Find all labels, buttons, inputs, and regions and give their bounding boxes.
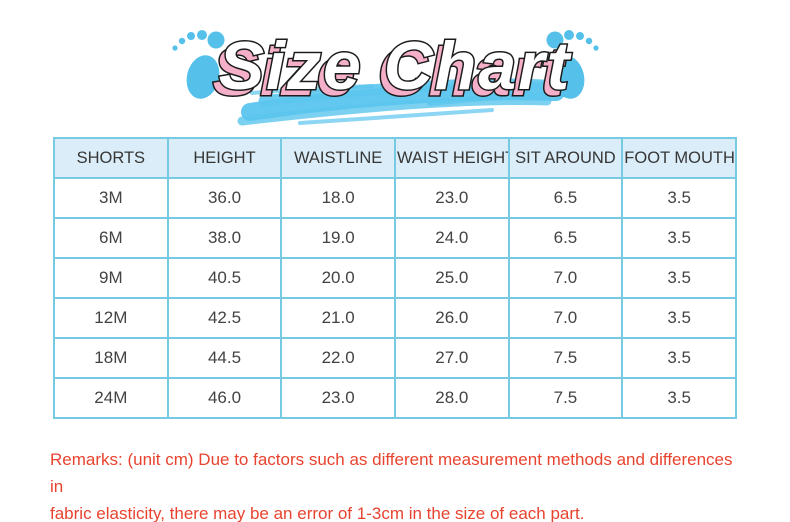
table-cell: 18.0 bbox=[280, 177, 396, 219]
table-cell: 26.0 bbox=[393, 297, 510, 339]
column-header-sit-around: SIT AROUND bbox=[507, 137, 624, 179]
table-cell: 3.5 bbox=[621, 257, 737, 299]
table-cell: 27.0 bbox=[393, 337, 510, 379]
table-cell: 24.0 bbox=[393, 217, 510, 259]
remarks-note: Remarks: (unit cm) Due to factors such a… bbox=[50, 446, 750, 522]
table-cell: 3.5 bbox=[621, 217, 737, 259]
footprint-right-icon bbox=[546, 30, 599, 99]
table-row-9m: 9M 40.5 20.0 25.0 7.0 3.5 bbox=[53, 257, 737, 299]
table-row-18m: 18M 44.5 22.0 27.0 7.5 3.5 bbox=[53, 337, 737, 379]
table-cell: 23.0 bbox=[393, 177, 510, 219]
remarks-line-2: fabric elasticity, there may be an error… bbox=[50, 504, 585, 522]
size-label: 6M bbox=[53, 217, 169, 259]
table-row-12m: 12M 42.5 21.0 26.0 7.0 3.5 bbox=[53, 297, 737, 339]
table-cell: 20.0 bbox=[280, 257, 396, 299]
table-cell: 3.5 bbox=[621, 297, 737, 339]
table-cell: 7.0 bbox=[507, 257, 624, 299]
column-header-foot-mouth: FOOT MOUTH bbox=[621, 137, 737, 179]
size-label: 3M bbox=[53, 177, 169, 219]
table-cell: 22.0 bbox=[280, 337, 396, 379]
table-cell: 40.5 bbox=[166, 257, 283, 299]
table-cell: 7.5 bbox=[507, 337, 624, 379]
table-cell: 3.5 bbox=[621, 177, 737, 219]
remarks-line-1: Remarks: (unit cm) Due to factors such a… bbox=[50, 450, 733, 496]
table-cell: 21.0 bbox=[280, 297, 396, 339]
table-cell: 3.5 bbox=[621, 337, 737, 379]
table-cell: 7.5 bbox=[507, 377, 624, 419]
table-cell: 25.0 bbox=[393, 257, 510, 299]
table-cell: 6.5 bbox=[507, 217, 624, 259]
size-label: 9M bbox=[53, 257, 169, 299]
brush-stroke-graphic bbox=[237, 78, 569, 126]
column-header-waistline: WAISTLINE bbox=[280, 137, 396, 179]
table-cell: 28.0 bbox=[393, 377, 510, 419]
column-header-height: HEIGHT bbox=[166, 137, 283, 179]
size-table-header-row: SHORTS HEIGHT WAISTLINE WAIST HEIGHT SIT… bbox=[53, 137, 737, 179]
size-label: 24M bbox=[53, 377, 169, 419]
size-label: 12M bbox=[53, 297, 169, 339]
size-table: SHORTS HEIGHT WAISTLINE WAIST HEIGHT SIT… bbox=[53, 137, 737, 419]
table-row-3m: 3M 36.0 18.0 23.0 6.5 3.5 bbox=[53, 177, 737, 219]
table-cell: 3.5 bbox=[621, 377, 737, 419]
table-cell: 7.0 bbox=[507, 297, 624, 339]
table-cell: 38.0 bbox=[166, 217, 283, 259]
table-row-6m: 6M 38.0 19.0 24.0 6.5 3.5 bbox=[53, 217, 737, 259]
page-title: Size Chart bbox=[219, 28, 572, 104]
table-cell: 6.5 bbox=[507, 177, 624, 219]
column-header-shorts: SHORTS bbox=[53, 137, 169, 179]
table-cell: 23.0 bbox=[280, 377, 396, 419]
table-cell: 19.0 bbox=[280, 217, 396, 259]
size-label: 18M bbox=[53, 337, 169, 379]
table-cell: 46.0 bbox=[166, 377, 283, 419]
table-cell: 42.5 bbox=[166, 297, 283, 339]
footprint-left-icon bbox=[172, 30, 225, 99]
title-banner: Size Chart Size Chart bbox=[172, 27, 599, 126]
table-row-24m: 24M 46.0 23.0 28.0 7.5 3.5 bbox=[53, 377, 737, 419]
table-cell: 36.0 bbox=[166, 177, 283, 219]
table-cell: 44.5 bbox=[166, 337, 283, 379]
page-title-shadow: Size Chart bbox=[213, 34, 566, 110]
column-header-waist-height: WAIST HEIGHT bbox=[393, 137, 510, 179]
